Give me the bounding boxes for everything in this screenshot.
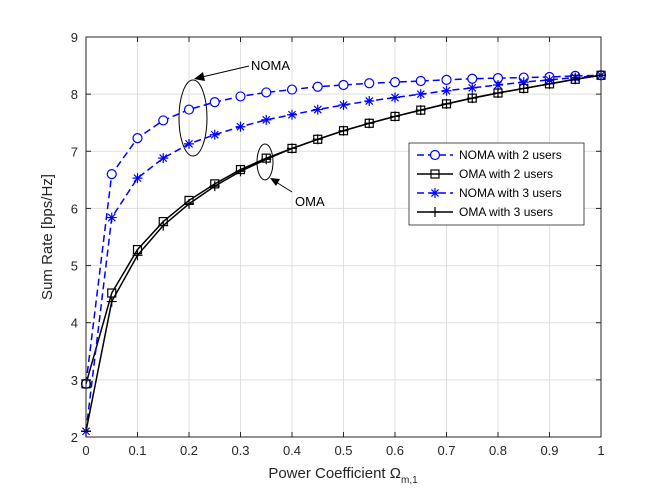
data-point [441, 74, 452, 85]
data-point [518, 83, 529, 94]
data-point [261, 87, 272, 98]
x-tick-label: 0.4 [283, 443, 301, 458]
x-tick-label: 0.1 [128, 443, 146, 458]
data-point [209, 181, 220, 192]
data-point [132, 173, 143, 184]
legend: NOMA with 2 users OMA with 2 users NOMA wi… [408, 142, 585, 226]
x-tick-label: 0.6 [386, 443, 404, 458]
oma-arrow-head [270, 178, 280, 186]
legend-marker [430, 188, 440, 198]
data-point [261, 114, 272, 125]
y-tick-label: 8 [71, 87, 78, 102]
data-point [106, 169, 117, 180]
x-tick-label: 0.7 [437, 443, 455, 458]
y-axis-label: Sum Rate [bps/Hz] [39, 174, 56, 300]
data-point [390, 92, 400, 103]
data-point [184, 138, 194, 149]
y-tick-label: 6 [71, 201, 78, 216]
data-point [106, 212, 117, 223]
x-axis-label: Power Coefficient Ωm,1 [268, 465, 418, 486]
x-tick-label: 0 [82, 443, 89, 458]
noma-arrow-line [201, 65, 250, 78]
ticks: 0 0.1 0.2 0.3 0.4 0.5 0.6 0.7 0.8 0.9 1 2 3 4 5 6 7 8 9 [71, 30, 605, 458]
data-point [158, 220, 169, 231]
data-point [312, 81, 323, 92]
noma-ellipse [178, 79, 208, 157]
data-point [106, 296, 117, 307]
data-point [389, 77, 401, 88]
data-point [132, 250, 143, 261]
annotation-oma: OMA [295, 194, 325, 209]
data-point [287, 143, 297, 154]
data-point [518, 77, 529, 88]
data-point [364, 96, 375, 106]
series-oma-with-3-users [81, 70, 606, 437]
legend-label: NOMA with 3 users [459, 186, 562, 200]
data-point [415, 75, 426, 87]
data-point [235, 91, 246, 102]
legend-label: NOMA with 2 users [459, 148, 562, 162]
data-point [209, 129, 220, 140]
data-point [441, 98, 452, 109]
noma-arrow-head [194, 72, 205, 81]
data-point [390, 111, 400, 122]
x-tick-label: 0.5 [334, 443, 352, 458]
legend-marker [429, 149, 441, 161]
data-point [415, 105, 426, 116]
data-point [441, 85, 452, 96]
legend-marker [430, 207, 440, 217]
data-point [158, 153, 169, 164]
data-point [312, 134, 323, 145]
data-point [261, 154, 272, 165]
oma-arrow-line [275, 181, 293, 193]
data-point [570, 74, 581, 85]
series-noma-with-3-users [81, 70, 606, 437]
data-point [364, 78, 375, 89]
series [80, 70, 607, 437]
annotation-noma: NOMA [251, 58, 290, 73]
x-tick-label: 0.2 [180, 443, 198, 458]
x-tick-label: 1 [597, 443, 604, 458]
y-tick-label: 9 [71, 30, 78, 45]
series-line [85, 74, 602, 384]
data-point [338, 79, 349, 91]
data-point [184, 198, 194, 209]
data-point [467, 73, 478, 84]
y-tick-label: 3 [71, 373, 78, 388]
x-tick-label: 0.9 [540, 443, 558, 458]
data-point [467, 93, 478, 104]
x-tick-label: 0.3 [231, 443, 249, 458]
y-tick-label: 4 [71, 316, 78, 331]
data-point [132, 133, 143, 144]
x-tick-label: 0.8 [489, 443, 507, 458]
data-point [493, 88, 503, 98]
data-point [158, 115, 169, 126]
data-point [209, 97, 220, 108]
legend-marker [430, 169, 440, 179]
legend-label: OMA with 2 users [459, 167, 553, 181]
data-point [364, 118, 375, 129]
data-point [183, 104, 195, 115]
data-point [467, 82, 478, 93]
data-point [235, 121, 246, 132]
y-tick-label: 7 [71, 144, 78, 159]
y-tick-label: 2 [71, 430, 78, 445]
data-point [287, 109, 297, 120]
data-point [235, 166, 246, 177]
data-point [544, 78, 555, 89]
y-tick-label: 5 [71, 259, 78, 274]
data-point [338, 100, 349, 110]
data-point [415, 89, 426, 100]
data-point [286, 84, 298, 95]
data-point [493, 80, 503, 90]
data-point [312, 104, 323, 115]
data-point [338, 125, 349, 136]
legend-label: OMA with 3 users [459, 205, 553, 219]
